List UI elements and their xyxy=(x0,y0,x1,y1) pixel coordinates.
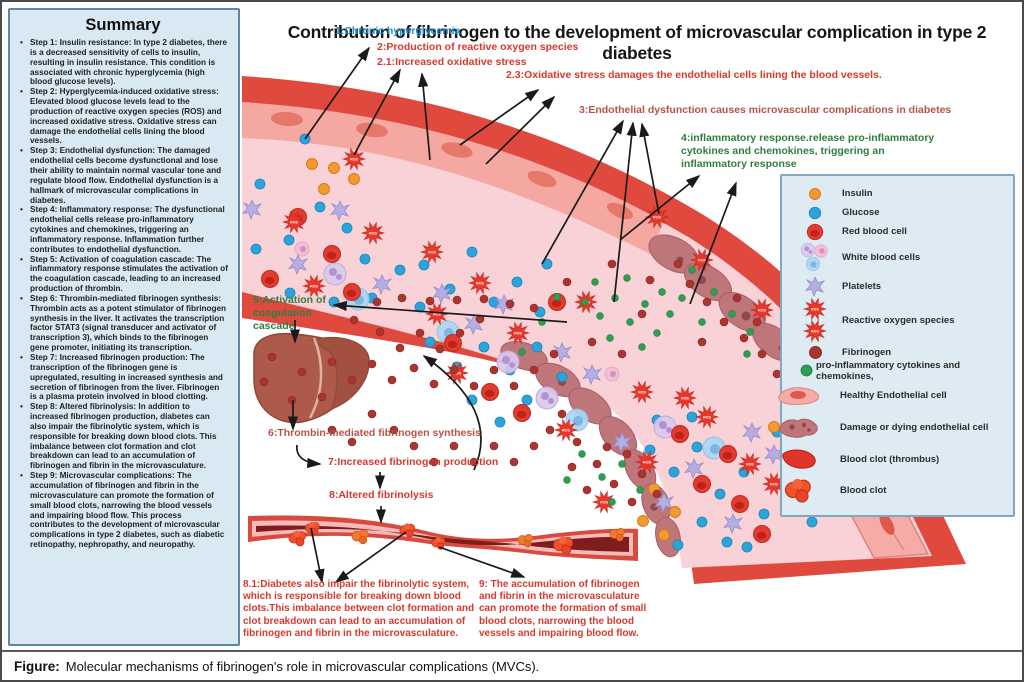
blood-clot-icon xyxy=(766,477,832,503)
legend-item-blood-clot: Blood clot xyxy=(766,475,1007,505)
summary-step-7: Step 7: Increased fibrinogen production:… xyxy=(20,353,228,402)
arrow-7-up xyxy=(422,355,482,471)
arrow-1 xyxy=(304,46,370,140)
legend-item-blood-clot-thrombus: Blood clot (thrombus) xyxy=(766,443,1007,475)
arrow-9 xyxy=(438,546,526,578)
summary-step-3: Step 3: Endothelial dysfunction: The dam… xyxy=(20,146,228,205)
healthy-endothelial-cell-icon xyxy=(766,384,832,406)
arrow-3c xyxy=(639,122,660,215)
legend-panel: Insulin Glucose Red blood cell xyxy=(778,174,1015,517)
damaged-endothelial-cell-icon xyxy=(766,415,832,439)
caption-text: Molecular mechanisms of fibrinogen's rol… xyxy=(65,659,540,674)
annotation-3-endothelial-dysfunction: 3:Endothelial dysfunction causes microva… xyxy=(579,104,952,116)
summary-step-6: Step 6: Thrombin-mediated fibrinogen syn… xyxy=(20,294,228,353)
summary-step-9: Step 9: Microvascular complications: The… xyxy=(20,471,228,550)
annotation-6-thrombin-synthesis: 6:Thrombin-mediated fibrinogen synthesis xyxy=(268,427,481,439)
arrow-8-1b xyxy=(334,531,407,583)
legend-item-white-blood-cells: White blood cells xyxy=(796,241,1007,274)
arrow-6-7 xyxy=(296,444,322,469)
white-blood-cells-icon xyxy=(796,242,834,274)
summary-step-2: Step 2: Hyperglycemia-induced oxidative … xyxy=(20,87,228,146)
arrow-5 xyxy=(332,300,568,323)
figure-caption: Figure: Molecular mechanisms of fibrinoge… xyxy=(2,654,1022,680)
arrow-2-3b xyxy=(485,95,556,165)
arrow-4a xyxy=(619,174,701,241)
legend-item-insulin: Insulin xyxy=(796,184,1007,203)
liver xyxy=(253,332,370,424)
cytokines-icon xyxy=(796,364,816,377)
annotation-9-microvascular-complications: 9: The accumulation of fibrinogen and fi… xyxy=(479,579,647,639)
caption-label: Figure: xyxy=(14,659,60,674)
reactive-oxygen-species-icon xyxy=(796,298,834,342)
annotation-7-fibrinogen-production: 7:Increased fibrinogen production xyxy=(328,456,499,468)
arrow-3b xyxy=(613,121,637,303)
summary-panel: Summary Step 1: Insulin resistance: In t… xyxy=(8,8,240,646)
summary-list: Step 1: Insulin resistance: In type 2 di… xyxy=(18,38,228,550)
legend-item-glucose: Glucose xyxy=(796,203,1007,222)
annotation-2-1-oxidative-stress: 2.1:Increased oxidative stress xyxy=(377,56,527,68)
narrowed-vessel xyxy=(248,515,638,561)
insulin-icon xyxy=(796,186,834,202)
annotation-8-1-fibrinolytic-impairment: 8.1:Diabetes also impair the fibrinolyti… xyxy=(243,579,475,639)
arrow-8-1a xyxy=(310,527,325,584)
annotation-2-ros-production: 2:Production of reactive oxygen species xyxy=(377,41,579,53)
summary-step-4: Step 4: Inflammatory response: The dysfu… xyxy=(20,205,228,254)
summary-title: Summary xyxy=(85,16,161,34)
red-blood-cell-icon xyxy=(796,223,834,241)
blood-clot-thrombus-icon xyxy=(766,446,832,472)
legend-item-cytokines: pro-inflammatory cytokines and chemokine… xyxy=(796,360,1007,382)
legend-item-red-blood-cell: Red blood cell xyxy=(796,222,1007,241)
summary-step-8: Step 8: Altered fibrinolysis: In additio… xyxy=(20,402,228,471)
annotation-4-inflammatory-response: 4:inflammatory response.release pro-infl… xyxy=(681,132,935,170)
figure-title: Contribution of fibrinogen to the develo… xyxy=(287,21,987,63)
fibrinogen-icon xyxy=(796,345,834,360)
annotation-1-chronic-hyperglycemia: 1:Chronic hyperglycemia xyxy=(335,25,461,37)
arrow-2 xyxy=(353,68,401,156)
annotation-5-coagulation-cascade: 5:Activation of coagulation cascade xyxy=(253,294,326,332)
arrow-2-1 xyxy=(418,72,431,161)
arrow-3a xyxy=(541,119,624,265)
legend-item-fibrinogen: Fibrinogen xyxy=(796,342,1007,362)
legend-item-healthy-endothelial-cell: Healthy Endothelial cell xyxy=(766,379,1007,411)
arrow-4b xyxy=(689,181,737,305)
legend-item-ros: Reactive oxygen species xyxy=(796,298,1007,342)
platelets-icon xyxy=(796,275,834,297)
summary-step-5: Step 5: Activation of coagulation cascad… xyxy=(20,255,228,294)
legend-item-damaged-endothelial-cell: Damage or dying endothelial cell xyxy=(766,411,1007,443)
annotation-2-3-endothelial-damage: 2.3:Oxidative stress damages the endothe… xyxy=(506,69,882,81)
glucose-icon xyxy=(796,205,834,221)
legend-item-platelets: Platelets xyxy=(796,274,1007,298)
annotation-8-altered-fibrinolysis: 8:Altered fibrinolysis xyxy=(329,489,434,501)
summary-step-1: Step 1: Insulin resistance: In type 2 di… xyxy=(20,38,228,87)
healthy-endothelium xyxy=(242,102,664,254)
diagram-area: ROS xyxy=(2,2,1022,652)
arrow-2-3a xyxy=(459,89,540,146)
annotation-arrows xyxy=(287,46,737,584)
